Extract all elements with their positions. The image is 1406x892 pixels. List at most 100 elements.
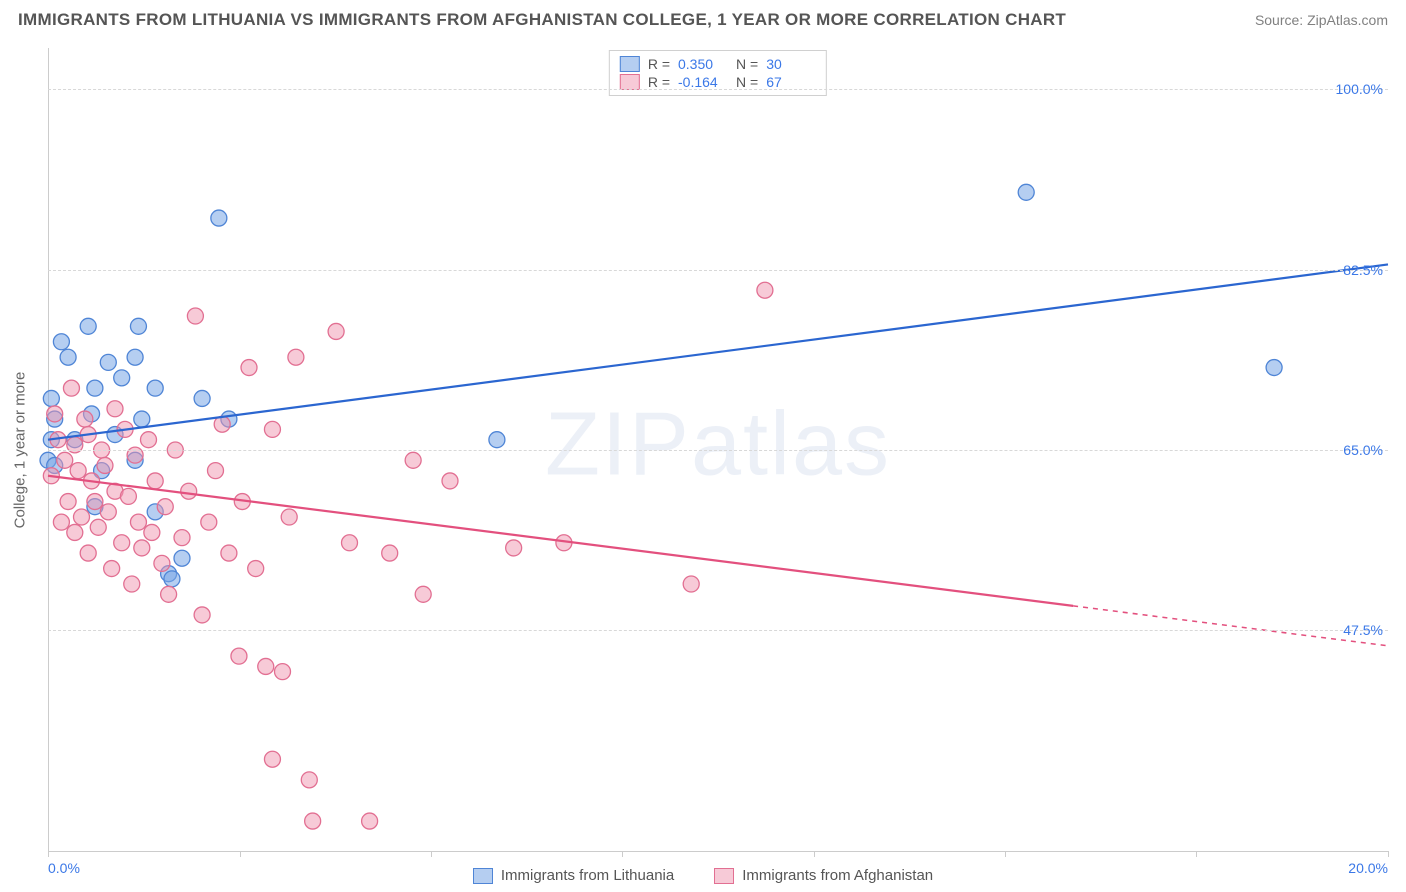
data-point-afghanistan: [107, 401, 123, 417]
data-point-afghanistan: [221, 545, 237, 561]
data-point-afghanistan: [248, 561, 264, 577]
data-point-afghanistan: [134, 540, 150, 556]
data-point-lithuania: [211, 210, 227, 226]
x-tick-mark: [48, 851, 49, 857]
data-point-afghanistan: [47, 406, 63, 422]
stat-n-value: 67: [766, 74, 816, 90]
data-point-afghanistan: [87, 494, 103, 510]
data-point-afghanistan: [301, 772, 317, 788]
data-point-lithuania: [60, 349, 76, 365]
y-tick-label: 100.0%: [1336, 81, 1383, 97]
data-point-lithuania: [87, 380, 103, 396]
y-tick-label: 65.0%: [1343, 442, 1383, 458]
data-point-afghanistan: [264, 421, 280, 437]
data-point-lithuania: [130, 318, 146, 334]
x-tick-mark: [1196, 851, 1197, 857]
legend-item-lithuania: Immigrants from Lithuania: [473, 867, 674, 884]
y-axis-title: College, 1 year or more: [12, 372, 29, 529]
data-point-afghanistan: [90, 519, 106, 535]
data-point-afghanistan: [281, 509, 297, 525]
data-point-afghanistan: [683, 576, 699, 592]
data-point-afghanistan: [97, 457, 113, 473]
legend-swatch-icon: [620, 74, 640, 90]
bottom-legend: Immigrants from Lithuania Immigrants from…: [0, 867, 1406, 884]
data-point-afghanistan: [67, 524, 83, 540]
data-point-afghanistan: [157, 499, 173, 515]
stat-n-value: 30: [766, 56, 816, 72]
legend-swatch-icon: [714, 868, 734, 884]
legend-item-afghanistan: Immigrants from Afghanistan: [714, 867, 933, 884]
x-tick-mark: [1005, 851, 1006, 857]
gridline: [48, 270, 1388, 271]
data-point-lithuania: [114, 370, 130, 386]
x-tick-mark: [1388, 851, 1389, 857]
data-point-afghanistan: [74, 509, 90, 525]
y-tick-label: 82.5%: [1343, 262, 1383, 278]
data-point-afghanistan: [231, 648, 247, 664]
data-point-afghanistan: [80, 545, 96, 561]
data-point-afghanistan: [264, 751, 280, 767]
data-point-afghanistan: [53, 514, 69, 530]
gridline: [48, 630, 1388, 631]
stat-r-value: -0.164: [678, 74, 728, 90]
data-point-afghanistan: [275, 664, 291, 680]
data-point-afghanistan: [201, 514, 217, 530]
data-point-afghanistan: [208, 463, 224, 479]
gridline: [48, 89, 1388, 90]
stat-n-label: N =: [736, 56, 758, 72]
legend-swatch-icon: [620, 56, 640, 72]
data-point-afghanistan: [124, 576, 140, 592]
data-point-afghanistan: [104, 561, 120, 577]
data-point-afghanistan: [258, 658, 274, 674]
title-bar: IMMIGRANTS FROM LITHUANIA VS IMMIGRANTS …: [0, 0, 1406, 34]
x-tick-mark: [814, 851, 815, 857]
y-tick-label: 47.5%: [1343, 622, 1383, 638]
data-point-lithuania: [194, 390, 210, 406]
chart-container: College, 1 year or more ZIPatlas R =0.35…: [48, 48, 1388, 852]
data-point-lithuania: [174, 550, 190, 566]
data-point-lithuania: [164, 571, 180, 587]
data-point-afghanistan: [120, 488, 136, 504]
regression-line-lithuania: [48, 264, 1388, 439]
data-point-afghanistan: [305, 813, 321, 829]
data-point-afghanistan: [328, 323, 344, 339]
data-point-afghanistan: [442, 473, 458, 489]
regression-line-afghanistan: [48, 476, 1073, 606]
data-point-lithuania: [43, 390, 59, 406]
data-point-afghanistan: [174, 530, 190, 546]
data-point-lithuania: [147, 380, 163, 396]
data-point-lithuania: [1018, 184, 1034, 200]
data-point-afghanistan: [60, 494, 76, 510]
data-point-afghanistan: [63, 380, 79, 396]
gridline: [48, 450, 1388, 451]
x-tick-mark: [431, 851, 432, 857]
chart-title: IMMIGRANTS FROM LITHUANIA VS IMMIGRANTS …: [18, 10, 1066, 30]
data-point-lithuania: [100, 354, 116, 370]
data-point-afghanistan: [70, 463, 86, 479]
stat-n-label: N =: [736, 74, 758, 90]
data-point-afghanistan: [57, 452, 73, 468]
data-point-afghanistan: [342, 535, 358, 551]
data-point-afghanistan: [130, 514, 146, 530]
data-point-afghanistan: [100, 504, 116, 520]
data-point-afghanistan: [288, 349, 304, 365]
data-point-afghanistan: [382, 545, 398, 561]
regression-line-extrapolated-afghanistan: [1073, 606, 1388, 646]
data-point-lithuania: [80, 318, 96, 334]
data-point-afghanistan: [147, 473, 163, 489]
data-point-afghanistan: [141, 432, 157, 448]
legend-label: Immigrants from Lithuania: [501, 867, 674, 884]
data-point-afghanistan: [77, 411, 93, 427]
data-point-lithuania: [127, 349, 143, 365]
data-point-lithuania: [134, 411, 150, 427]
data-point-afghanistan: [114, 535, 130, 551]
source-attribution: Source: ZipAtlas.com: [1255, 12, 1388, 28]
legend-label: Immigrants from Afghanistan: [742, 867, 933, 884]
data-point-afghanistan: [362, 813, 378, 829]
data-point-afghanistan: [181, 483, 197, 499]
data-point-lithuania: [1266, 360, 1282, 376]
data-point-afghanistan: [415, 586, 431, 602]
data-point-afghanistan: [405, 452, 421, 468]
legend-swatch-icon: [473, 868, 493, 884]
stat-r-label: R =: [648, 56, 670, 72]
